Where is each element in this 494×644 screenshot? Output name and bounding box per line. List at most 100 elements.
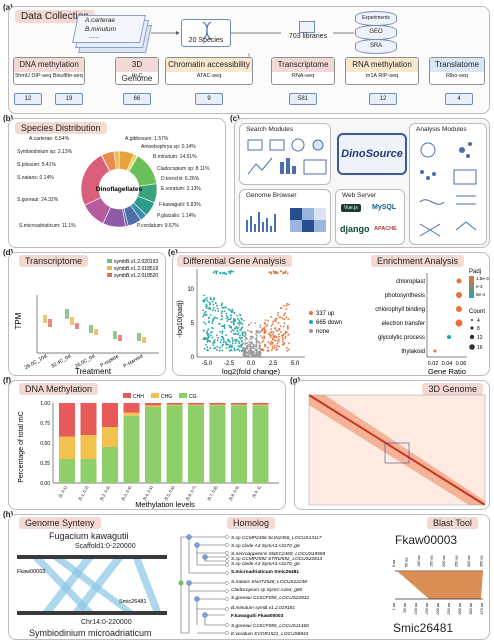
volcano-point: [281, 317, 284, 320]
volcano-point: [208, 307, 211, 309]
volcano-point: [268, 333, 271, 336]
volcano-point: [259, 353, 262, 356]
volcano-point: [286, 347, 288, 349]
volcano-point: [212, 342, 214, 344]
volcano-point: [244, 350, 247, 353]
volcano-point: [202, 338, 205, 341]
dinosource-logo: DinoSource: [337, 133, 407, 175]
volcano-point: [209, 296, 212, 299]
panel-h-label: (h): [3, 510, 14, 519]
e2-xtick: 0.06: [456, 361, 467, 367]
e-xtick: -2.5: [224, 361, 235, 367]
volcano-point: [261, 327, 264, 330]
volcano-point: [225, 314, 228, 317]
chr-name: Chr14:0-220000: [81, 619, 132, 626]
category-name: 3D Genome: [116, 58, 158, 83]
volcano-point: [271, 343, 274, 345]
count-badge: 12: [14, 93, 42, 105]
volcano-point: [203, 294, 206, 297]
e-xtick: 2.5: [269, 361, 278, 367]
volcano-point: [255, 351, 258, 354]
slice-label: Symbiodinium sp: 2.13%: [17, 149, 73, 155]
blast-bottom-tick: 1 aa: [392, 602, 396, 610]
enrich-term: chloroplast: [396, 279, 425, 285]
genome-browser-icons: [246, 208, 326, 232]
volcano-point: [267, 341, 270, 343]
transcriptome-chart: TPM symbB.v1.2.020193 symbB.v1.2.018519 …: [14, 259, 159, 375]
volcano-point: [227, 270, 230, 273]
volcano-point: [224, 341, 227, 344]
stacked-bar-segment: [231, 404, 247, 406]
stacked-bar-segment: [188, 404, 204, 406]
category-name: DNA methylation: [14, 58, 84, 72]
slice-label: P.cordatum: 9.67%: [137, 223, 179, 229]
volcano-point: [264, 344, 267, 347]
count-tick: 12: [477, 335, 483, 341]
volcano-point: [232, 270, 234, 273]
volcano-point: [206, 330, 209, 332]
blast-top-tick: 200 aa: [442, 554, 446, 567]
f-xtick: [0.3, 0.4): [120, 484, 133, 501]
volcano-point: [207, 328, 210, 331]
volcano-point: [258, 354, 261, 357]
stacked-bar-segment: [59, 436, 75, 459]
volcano-point: [277, 338, 280, 341]
volcano-point: [241, 334, 244, 337]
volcano-point: [237, 322, 240, 325]
d-legend-item: symbB.v1.2.020193: [114, 259, 158, 265]
species-count-box: 20 Species: [181, 19, 231, 47]
volcano-point: [228, 324, 231, 327]
slice-label: D.trenchii: 6.26%: [161, 176, 200, 182]
volcano-point: [213, 339, 216, 342]
count-tick: 16: [477, 345, 483, 351]
volcano-point: [286, 331, 288, 334]
panel-b-title: Species Distribution: [15, 122, 107, 134]
volcano-point: [231, 342, 234, 345]
volcano-point: [241, 333, 244, 335]
e2-xtick: 0.04: [442, 361, 453, 367]
volcano-point: [213, 297, 215, 300]
volcano-point: [206, 332, 209, 335]
volcano-point: [263, 328, 266, 330]
species-stack: A.carterae B.minutum ......: [72, 15, 155, 53]
volcano-point: [240, 340, 243, 343]
blast-top-tick: 250 aa: [455, 554, 459, 567]
volcano-point: [223, 327, 226, 330]
homolog-item: S.microadriaticum Smic26481: [231, 569, 299, 575]
volcano-point: [206, 349, 209, 351]
volcano-point: [233, 317, 235, 320]
volcano-point: [250, 337, 253, 340]
volcano-point: [254, 337, 257, 340]
volcano-point: [254, 322, 256, 325]
volcano-point: [278, 345, 280, 348]
volcano-point: [275, 320, 277, 322]
volcano-point: [230, 346, 233, 349]
volcano-point: [236, 348, 238, 351]
volcano-point: [207, 320, 210, 323]
volcano-point: [214, 309, 217, 312]
d-xtick: P-starved: [122, 353, 144, 369]
volcano-point: [273, 336, 276, 338]
volcano-point: [281, 334, 284, 337]
synteny-plot: Fkaw00003 Smic26481: [17, 555, 167, 615]
volcano-point: [205, 343, 207, 346]
volcano-point: [278, 335, 280, 338]
volcano-point: [263, 335, 266, 338]
f-xtick: [0, 0.1): [57, 484, 68, 498]
volcano-point: [275, 336, 278, 339]
volcano-point: [283, 314, 285, 317]
volcano-point: [216, 336, 219, 339]
homolog-item: S.goreaui C1SCF055_LOCUS11460: [231, 623, 309, 629]
volcano-point: [235, 333, 237, 335]
category-sub: Ribo-seq: [445, 73, 468, 79]
volcano-point: [267, 350, 270, 352]
f-xtick: [0.9, 1]: [251, 485, 261, 498]
slice-label: E.voratum: 3.13%: [161, 186, 201, 192]
volcano-point: [283, 271, 286, 274]
category-dna-methylation: DNA methylation 5hmU DIP-seq Bisulfite-s…: [13, 57, 85, 85]
volcano-point: [261, 348, 264, 351]
volcano-point: [259, 335, 262, 337]
stacked-bar-segment: [123, 415, 140, 483]
volcano-point: [205, 303, 208, 306]
f-legend: CHH CHG CG: [123, 393, 197, 400]
